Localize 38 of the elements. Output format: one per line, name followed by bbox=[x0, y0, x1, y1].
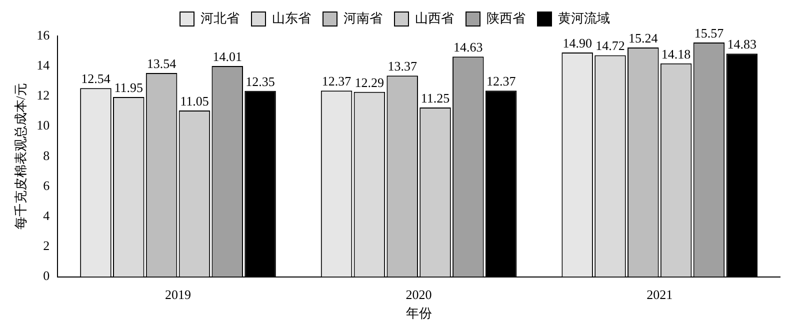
y-tick-label: 16 bbox=[36, 27, 50, 42]
data-label: 14.01 bbox=[212, 48, 242, 64]
data-label: 12.37 bbox=[486, 74, 516, 89]
legend-label: 山东省 bbox=[272, 10, 311, 26]
data-label: 14.90 bbox=[562, 35, 592, 50]
y-tick-label: 6 bbox=[43, 178, 50, 193]
y-tick-label: 8 bbox=[43, 148, 50, 163]
data-label: 15.24 bbox=[628, 30, 658, 46]
data-label: 12.37 bbox=[322, 74, 352, 89]
y-tick-label: 0 bbox=[43, 268, 50, 284]
data-label: 11.05 bbox=[180, 93, 209, 108]
x-tick-label: 2019 bbox=[165, 287, 191, 302]
data-label: 14.63 bbox=[454, 40, 483, 55]
legend-label: 陕西省 bbox=[486, 10, 526, 26]
data-label: 14.18 bbox=[661, 46, 691, 62]
data-label: 11.95 bbox=[114, 80, 144, 95]
legend-label: 河南省 bbox=[344, 10, 382, 26]
y-tick-label: 10 bbox=[36, 118, 50, 133]
data-label: 14.72 bbox=[596, 38, 625, 54]
x-tick-label: 2020 bbox=[406, 287, 432, 302]
data-label: 14.83 bbox=[727, 36, 756, 52]
data-label: 12.54 bbox=[81, 70, 111, 86]
legend-label: 山西省 bbox=[415, 10, 454, 26]
legend-label: 黄河流域 bbox=[558, 10, 610, 26]
legend-label: 河北省 bbox=[200, 10, 240, 26]
y-axis-title: 每千克皮棉表观总成本/元 bbox=[13, 83, 28, 230]
data-label: 15.57 bbox=[694, 25, 724, 40]
x-tick-label: 2021 bbox=[646, 287, 673, 302]
data-label: 13.37 bbox=[388, 58, 418, 74]
y-tick-label: 14 bbox=[36, 58, 50, 73]
data-label: 13.54 bbox=[146, 56, 177, 71]
y-tick-label: 2 bbox=[43, 238, 50, 254]
data-label: 12.35 bbox=[246, 74, 275, 89]
y-tick-label: 4 bbox=[43, 208, 50, 224]
x-axis-title: 年份 bbox=[406, 306, 432, 321]
data-label: 12.29 bbox=[354, 74, 384, 90]
y-tick-label: 12 bbox=[36, 88, 50, 103]
data-label: 11.25 bbox=[420, 90, 450, 106]
